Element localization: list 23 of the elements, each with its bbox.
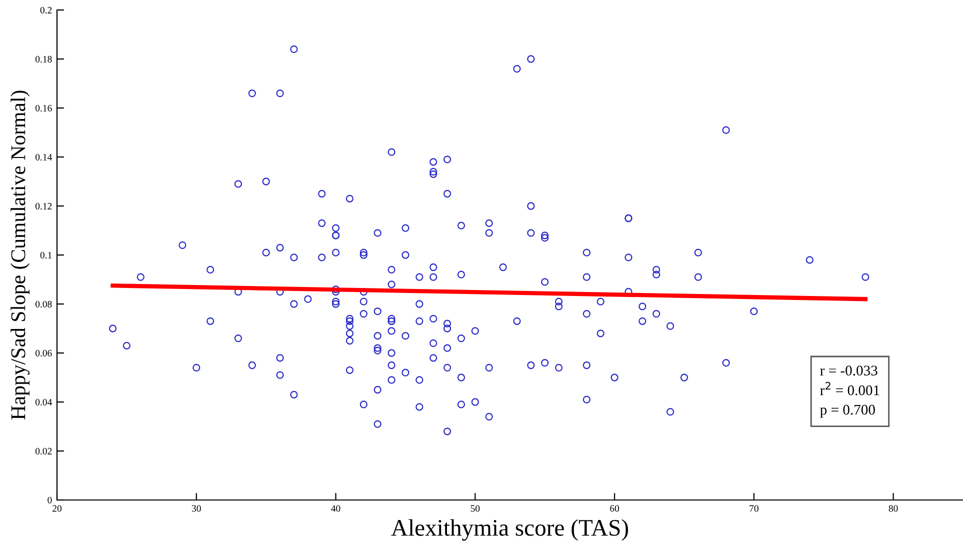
annotation: r = -0.033 [820,366,878,376]
y-axis-title: Happy/Sad Slope (Cumulative Normal) [10,90,30,420]
y-tick-label: 0.02 [35,448,52,455]
y-tick-label: 0.12 [35,202,52,210]
y-tick-label: 0.1 [40,252,52,259]
annotation: r$^{2}$ = 0.001 [820,382,880,396]
y-tick-label: 0.16 [35,104,52,112]
annotation: p = 0.700 [820,404,875,418]
y-tick-label: 0.18 [35,56,52,63]
y-tick-label: 0.04 [35,398,52,406]
x-axis-title: Alexithymia score (TAS) [391,519,628,541]
y-tick-label: 0.14 [35,154,52,161]
x-tick-label: 40 [331,505,340,512]
x-tick-label: 80 [888,505,898,512]
y-tick-label: 0.2 [40,6,52,14]
x-tick-label: 20 [52,505,62,512]
x-tick-label: 60 [610,505,620,512]
x-tick-label: 70 [750,505,758,512]
y-tick-label: 0.06 [35,350,52,357]
x-tick-label: 50 [470,505,480,512]
x-tick-label: 30 [192,505,201,512]
y-tick-label: 0.08 [35,300,52,308]
y-tick-label: 0 [48,496,52,504]
